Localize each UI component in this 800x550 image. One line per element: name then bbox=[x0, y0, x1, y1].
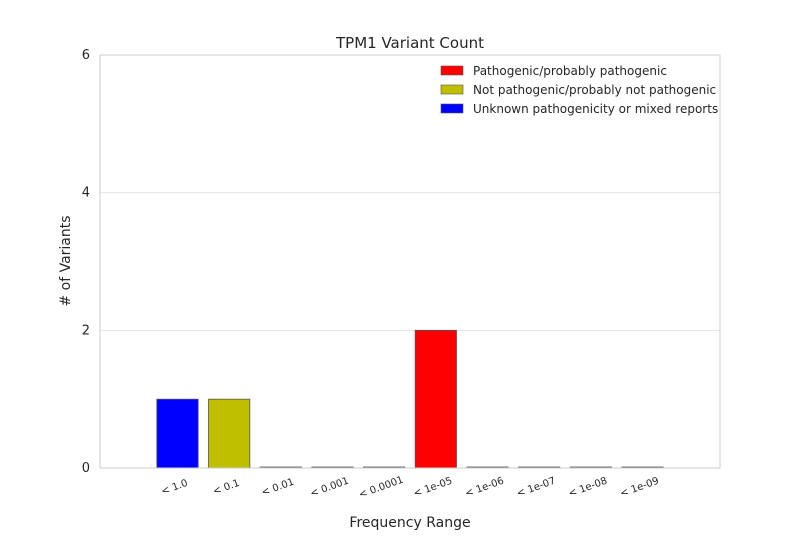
bar--0-1 bbox=[208, 398, 251, 469]
legend-swatch bbox=[440, 103, 464, 114]
x-tick-label: < 0.001 bbox=[309, 476, 351, 500]
x-tick-label: < 1e-05 bbox=[412, 476, 454, 500]
legend-label: Unknown pathogenicity or mixed reports bbox=[473, 102, 718, 116]
legend-swatch bbox=[440, 84, 464, 95]
x-tick-label: < 0.01 bbox=[260, 477, 296, 499]
x-tick-label: < 1.0 bbox=[160, 478, 190, 498]
y-tick-label: 0 bbox=[82, 461, 90, 476]
chart-title: TPM1 Variant Count bbox=[335, 34, 484, 52]
bar--1-0 bbox=[156, 398, 199, 469]
y-tick-label: 4 bbox=[82, 186, 90, 201]
x-axis-label: Frequency Range bbox=[349, 515, 470, 531]
x-tick-label: < 1e-08 bbox=[567, 476, 609, 500]
grid-lines bbox=[100, 192, 720, 331]
x-tick-labels: < 1.0 < 0.1 < 0.01 < 0.001 < 0.0001 < 1e-05 < … bbox=[160, 475, 661, 501]
x-tick-label: < 1e-07 bbox=[515, 476, 557, 500]
legend: Pathogenic/probably pathogenic Not pathog… bbox=[440, 64, 718, 116]
legend-swatch bbox=[440, 65, 464, 76]
legend-label: Pathogenic/probably pathogenic bbox=[473, 64, 667, 78]
x-tick-label: < 0.1 bbox=[212, 478, 242, 498]
plot-background bbox=[100, 55, 720, 468]
plot-frame bbox=[99, 54, 721, 469]
y-axis-label: # of Variants bbox=[58, 215, 74, 306]
legend-label: Not pathogenic/probably not pathogenic bbox=[473, 83, 716, 97]
y-tick-label: 2 bbox=[82, 323, 90, 338]
x-tick-label: < 1e-09 bbox=[619, 476, 661, 500]
x-tick-label: < 0.0001 bbox=[358, 475, 406, 501]
y-tick-label: 6 bbox=[82, 48, 90, 63]
y-tick-labels: 0 2 4 6 bbox=[82, 48, 90, 476]
bar--1e-05 bbox=[414, 329, 457, 469]
x-tick-label: < 1e-06 bbox=[464, 476, 506, 500]
